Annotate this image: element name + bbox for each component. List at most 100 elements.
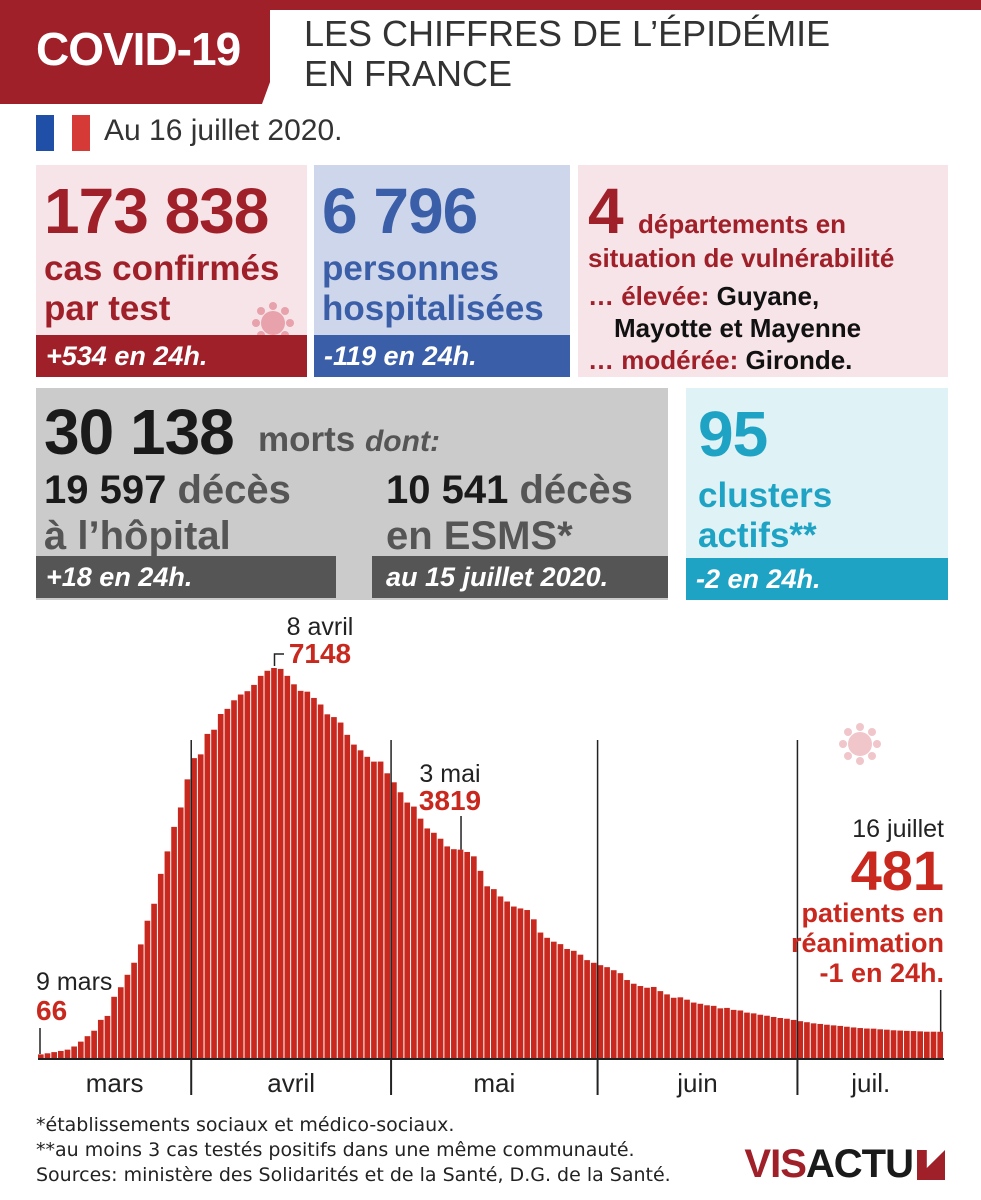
bar [417,818,424,1058]
esms-deaths-number: 10 541 [386,468,509,512]
high-label: … élevée: [588,281,710,311]
bar [491,889,497,1058]
bar [357,750,364,1058]
bar [504,901,510,1058]
bar [604,967,610,1058]
bar [264,670,271,1058]
logo-part2: ACTU [805,1142,914,1186]
bar [211,729,217,1058]
month-label: avril [267,1068,315,1098]
bar [57,1050,64,1058]
bar [637,986,644,1058]
annotation-value: 3819 [419,785,481,816]
cases-box: 173 838 cas confirmés par test +534 en 2… [36,165,307,377]
logo-mark-icon [917,1150,945,1180]
header-title: COVID-19 [36,23,241,75]
bar [524,910,530,1058]
bar [277,668,284,1058]
bar [697,1003,704,1058]
bar [444,846,451,1058]
deaths-dont: dont: [364,425,440,458]
bar [717,1008,724,1058]
bar [564,948,570,1058]
footnote-3: Sources: ministère des Solidarités et de… [36,1164,671,1186]
esms-deaths: 10 541 décès [386,468,633,513]
bar [251,684,257,1058]
bar [317,704,324,1058]
departments-label-1: départements en [638,209,847,239]
bar [331,717,337,1058]
bar [51,1052,57,1058]
bar [850,1027,857,1058]
virus-icon [252,302,294,344]
subtitle-line1: LES CHIFFRES DE L’ÉPIDÉMIE [304,13,831,54]
clusters-label-1: clusters [698,476,833,515]
bar [764,1015,770,1058]
visactu-logo: VISACTU [744,1142,945,1187]
bar [104,1015,111,1058]
bar [657,991,664,1058]
bar [744,1012,750,1058]
hospital-number: 6 796 [322,175,478,247]
bar [257,675,264,1058]
bar [870,1028,877,1058]
bar [610,970,617,1058]
bar [917,1031,924,1058]
bar [704,1005,710,1058]
bar [664,994,670,1058]
bar [464,851,471,1058]
footnote-2: **au moins 3 cas testés positifs dans un… [36,1139,635,1161]
bar [650,986,657,1058]
bar [810,1023,817,1058]
hospital-label-1: personnes [322,249,499,288]
logo-part1: VIS [744,1142,806,1186]
cases-label-2: par test [44,289,171,328]
clusters-delta: -2 en 24h. [686,558,948,600]
bar [124,974,131,1058]
bar [77,1041,84,1058]
month-label: juin [676,1068,717,1098]
header-subtitle: LES CHIFFRES DE L’ÉPIDÉMIE EN FRANCE [304,14,944,94]
bar [384,773,391,1058]
bar [724,1007,730,1058]
bar [437,838,444,1058]
annotation-text: -1 en 24h. [819,958,944,988]
moderate-value: Gironde. [745,345,853,375]
bar [497,896,504,1058]
bar [137,944,144,1058]
bar [151,903,157,1058]
bar [730,1009,737,1058]
annotation-value: 481 [851,839,944,902]
bar [910,1031,917,1058]
bar [84,1036,91,1058]
bar [271,668,277,1058]
annotation-date: 8 avril [287,613,354,641]
bar [624,980,630,1058]
bar [284,675,291,1058]
bar [904,1030,910,1058]
bar [797,1021,804,1058]
bar [804,1022,810,1058]
bar [550,941,557,1058]
bar [784,1018,790,1058]
bar [184,779,191,1058]
bar [890,1030,897,1058]
subtitle-line2: EN FRANCE [304,53,513,94]
bar [311,697,317,1058]
bar [830,1025,837,1058]
bar [790,1019,797,1058]
bar [590,962,597,1058]
bar [817,1023,824,1058]
clusters-box: 95 clusters actifs** -2 en 24h. [686,388,948,600]
bar [404,802,411,1058]
bar [577,954,584,1058]
bar [197,754,204,1058]
bar [937,1031,943,1058]
bar [897,1030,904,1058]
bar [64,1049,71,1058]
bar [431,832,437,1058]
hospital-deaths: 19 597 décès [44,468,291,513]
bar [71,1046,77,1058]
